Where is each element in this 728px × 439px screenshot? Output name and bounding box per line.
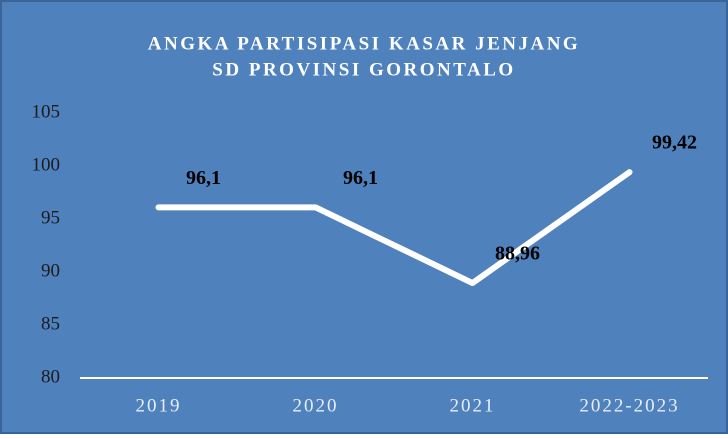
data-label: 99,42 bbox=[652, 132, 697, 154]
data-label: 96,1 bbox=[343, 167, 378, 189]
chart-title: SD PROVINSI GORONTALO bbox=[212, 59, 515, 80]
y-tick-label: 90 bbox=[41, 260, 60, 281]
x-tick-label: 2020 bbox=[293, 395, 339, 416]
x-tick-label: 2019 bbox=[136, 395, 182, 416]
data-label: 88,96 bbox=[495, 243, 540, 265]
y-tick-label: 80 bbox=[41, 366, 60, 387]
x-tick-label: 2022-2023 bbox=[579, 395, 679, 416]
y-tick-label: 85 bbox=[41, 313, 60, 334]
y-tick-label: 95 bbox=[41, 207, 60, 228]
line bbox=[155, 169, 633, 287]
data-label: 96,1 bbox=[186, 167, 221, 189]
chart-title: ANGKA PARTISIPASI KASAR JENJANG bbox=[148, 33, 580, 54]
x-tick-label: 2021 bbox=[450, 395, 496, 416]
y-tick-label: 105 bbox=[32, 101, 61, 122]
y-tick-label: 100 bbox=[32, 154, 61, 175]
